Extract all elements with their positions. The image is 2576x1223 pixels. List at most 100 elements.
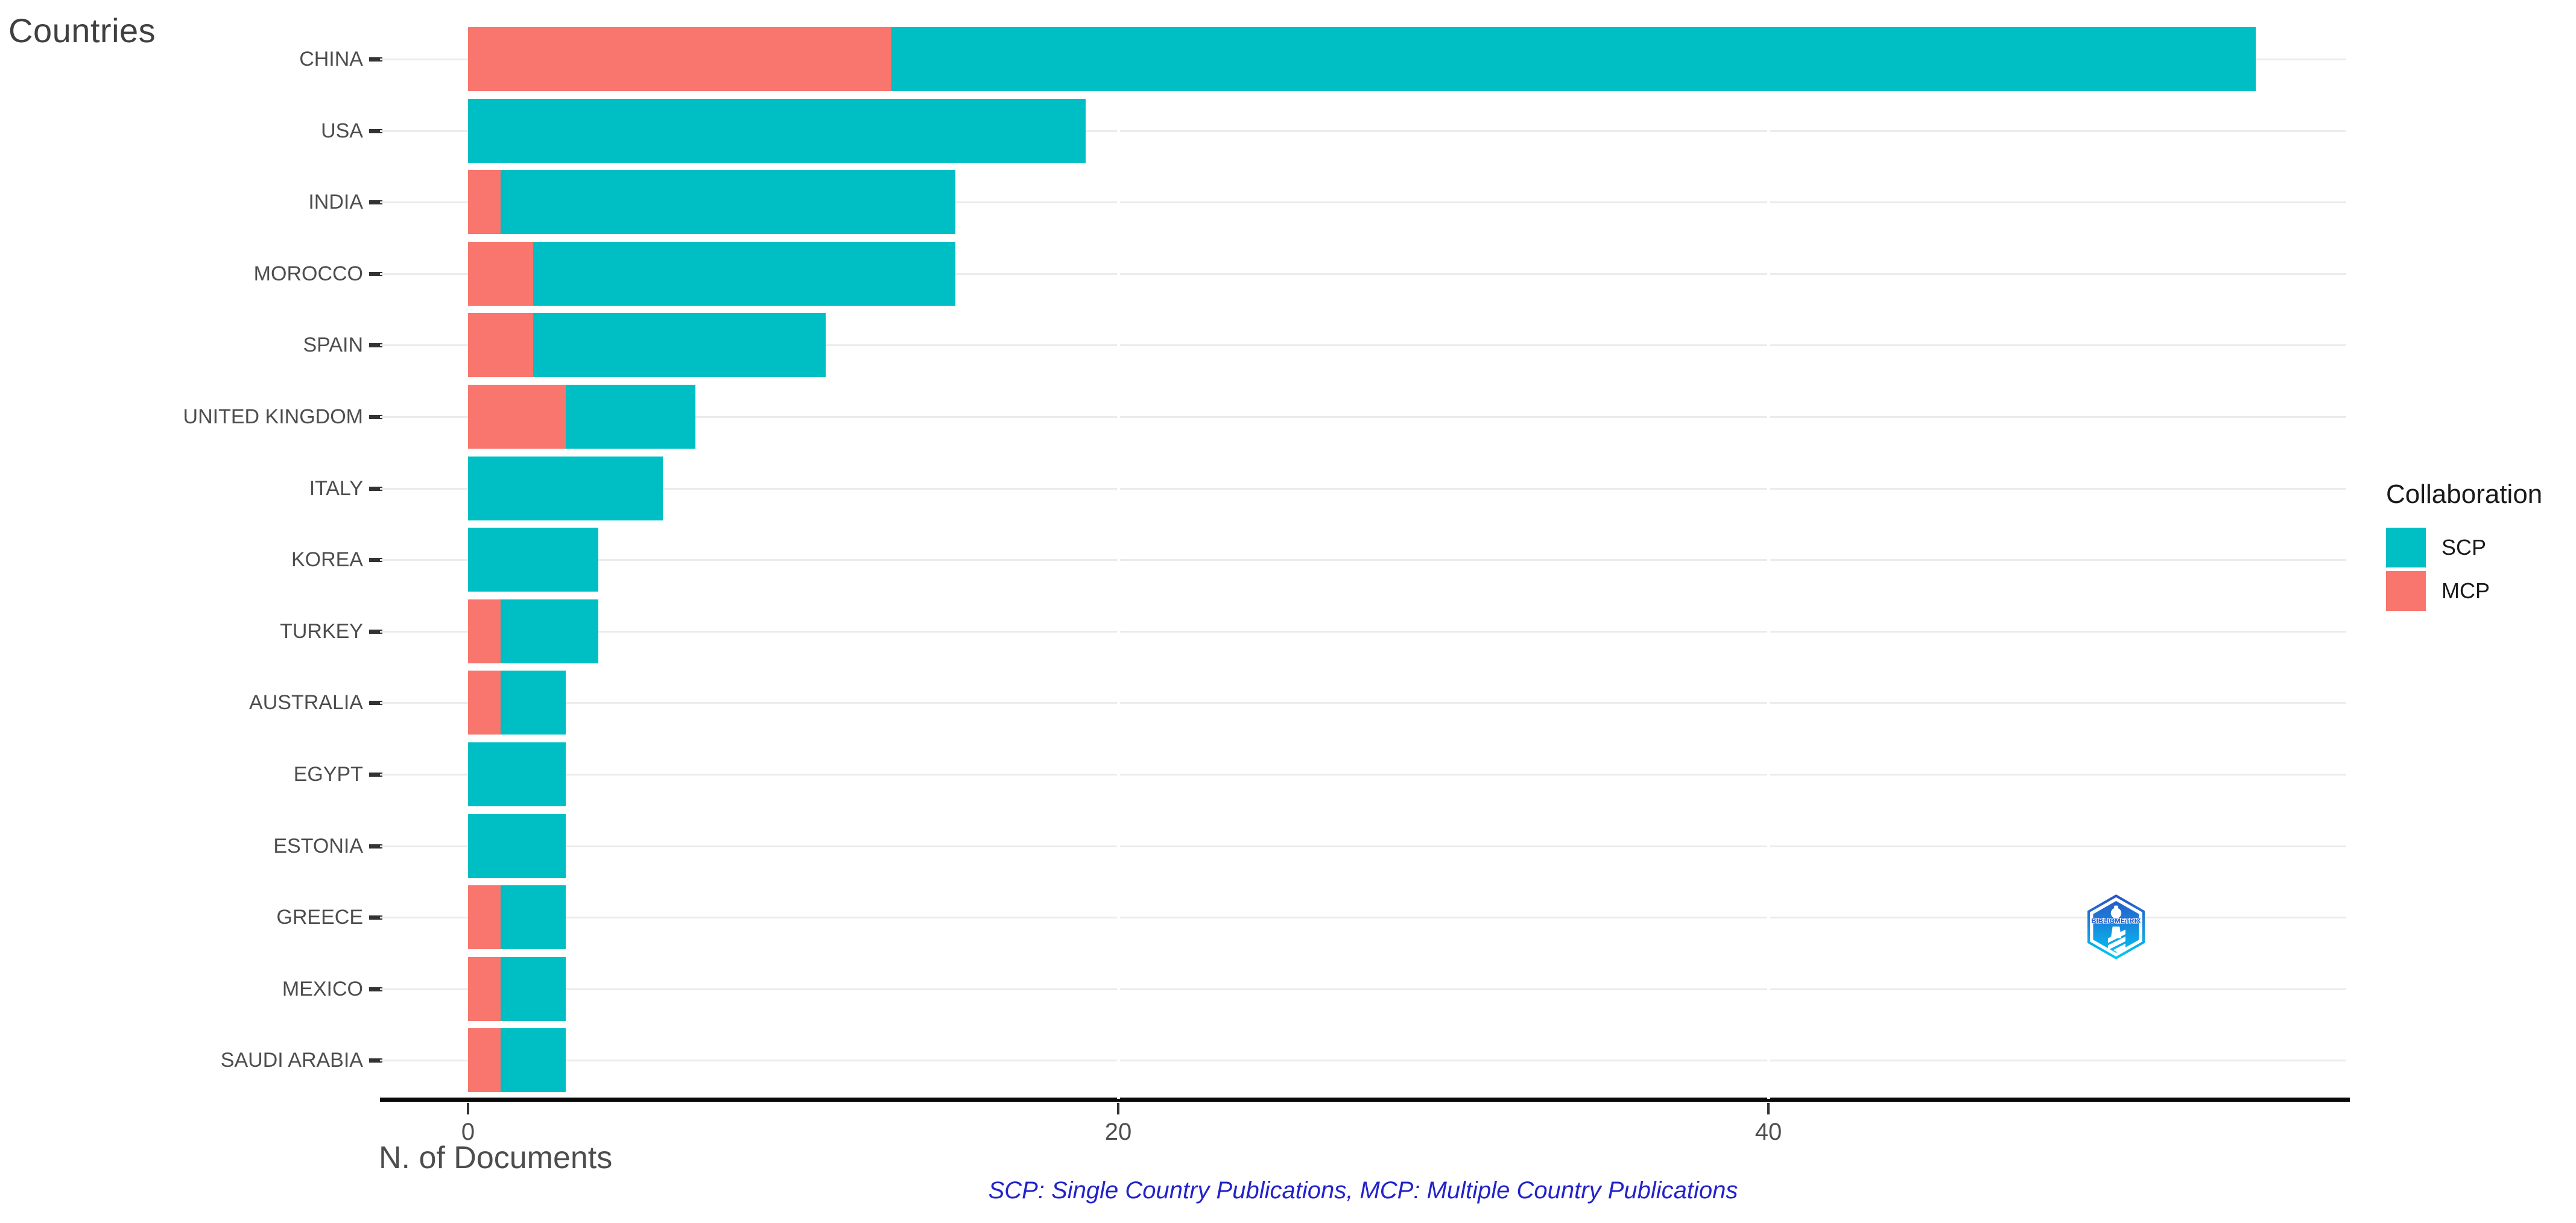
gridline: [380, 487, 2346, 490]
bar-row: [468, 742, 566, 806]
x-tick: [1767, 1103, 1770, 1114]
bar-row: [468, 814, 566, 878]
chart-title: Countries: [8, 11, 156, 49]
country-label: MEXICO: [282, 977, 363, 1000]
gridline: [380, 559, 2346, 561]
gridline: [380, 273, 2346, 275]
y-tick: [369, 1058, 382, 1063]
bar-segment-mcp: [468, 671, 501, 735]
bar-segment-scp: [533, 313, 826, 378]
y-tick: [369, 57, 382, 62]
country-label: GREECE: [276, 906, 363, 929]
country-label: SPAIN: [303, 333, 363, 357]
bar-row: [468, 456, 663, 520]
x-axis-line: [380, 1098, 2350, 1102]
gridline: [380, 845, 2346, 847]
legend-items: SCP MCP: [2386, 528, 2542, 611]
bar-segment-scp: [468, 98, 1086, 163]
bar-row: [468, 241, 956, 306]
bar-row: [468, 599, 598, 663]
country-label: INDIA: [308, 191, 363, 214]
bar-segment-mcp: [468, 956, 501, 1021]
legend: Collaboration SCP MCP: [2386, 479, 2542, 615]
y-tick: [369, 200, 382, 205]
bar-segment-scp: [500, 599, 598, 663]
lighthouse-dome: [2110, 908, 2122, 918]
country-label: UNITED KINGDOM: [183, 405, 363, 428]
bar-row: [468, 1028, 566, 1093]
y-tick: [369, 486, 382, 491]
legend-title: Collaboration: [2386, 479, 2543, 509]
x-tick-label: 20: [1104, 1119, 1132, 1145]
bar-segment-scp: [468, 742, 566, 806]
y-tick: [369, 558, 382, 563]
bar-segment-scp: [500, 956, 566, 1021]
gridline: [380, 1060, 2346, 1062]
bar-segment-mcp: [468, 599, 501, 663]
bibliometrix-logo: BIBLIOMETRIX: [2087, 894, 2145, 959]
gridline: [380, 416, 2346, 418]
bar-segment-scp: [500, 885, 566, 950]
bar-row: [468, 885, 566, 950]
legend-swatch-mcp: [2386, 571, 2426, 611]
x-major-gridline: [1117, 17, 1120, 1099]
legend-item-scp: SCP: [2386, 528, 2542, 567]
country-label: TURKEY: [280, 619, 363, 643]
country-label: CHINA: [299, 48, 363, 71]
bar-segment-scp: [500, 170, 956, 235]
bar-segment-mcp: [468, 27, 891, 91]
gridline: [380, 774, 2346, 776]
y-tick: [369, 415, 382, 419]
logo-stripe: [2113, 943, 2126, 953]
bar-segment-scp: [468, 456, 663, 520]
logo-stripe: [2107, 937, 2126, 950]
y-tick: [369, 629, 382, 634]
gridline: [380, 917, 2346, 919]
y-tick: [369, 128, 382, 133]
y-tick: [369, 773, 382, 777]
bar-segment-scp: [500, 671, 566, 735]
y-tick: [369, 915, 382, 920]
bar-segment-scp: [890, 27, 2256, 91]
x-tick-label: 0: [461, 1119, 475, 1145]
bar-segment-scp: [500, 1028, 566, 1093]
gridline: [380, 702, 2346, 704]
bar-row: [468, 98, 1086, 163]
x-tick: [467, 1103, 469, 1114]
x-major-gridline: [1767, 17, 1770, 1099]
country-label: ITALY: [309, 476, 363, 500]
bar-segment-mcp: [468, 170, 501, 235]
legend-label-scp: SCP: [2442, 535, 2487, 560]
legend-swatch-scp: [2386, 528, 2426, 567]
bar-segment-mcp: [468, 241, 533, 306]
country-label: KOREA: [291, 548, 363, 572]
bar-row: [468, 956, 566, 1021]
bar-row: [468, 313, 826, 378]
x-tick-label: 40: [1755, 1119, 1782, 1145]
gridline: [380, 201, 2346, 204]
legend-label-mcp: MCP: [2442, 578, 2490, 603]
gridline: [380, 630, 2346, 633]
y-tick: [369, 987, 382, 991]
plot-panel: [380, 17, 2346, 1099]
gridline: [380, 344, 2346, 347]
bar-segment-scp: [533, 241, 956, 306]
legend-item-mcp: MCP: [2386, 571, 2542, 611]
bar-row: [468, 27, 2256, 91]
country-label: SAUDI ARABIA: [220, 1049, 363, 1072]
bar-row: [468, 671, 566, 735]
bar-segment-scp: [468, 528, 598, 592]
country-label: USA: [321, 119, 363, 142]
y-tick: [369, 844, 382, 849]
bar-row: [468, 385, 696, 449]
gridline: [380, 988, 2346, 990]
logo-text: BIBLIOMETRIX: [2091, 918, 2141, 925]
logo-inner-hexagon: [2090, 897, 2142, 957]
bar-row: [468, 170, 956, 235]
bar-segment-mcp: [468, 1028, 501, 1093]
country-label: MOROCCO: [253, 262, 363, 285]
country-label: EGYPT: [293, 763, 363, 786]
bar-segment-mcp: [468, 885, 501, 950]
x-tick: [1117, 1103, 1119, 1114]
